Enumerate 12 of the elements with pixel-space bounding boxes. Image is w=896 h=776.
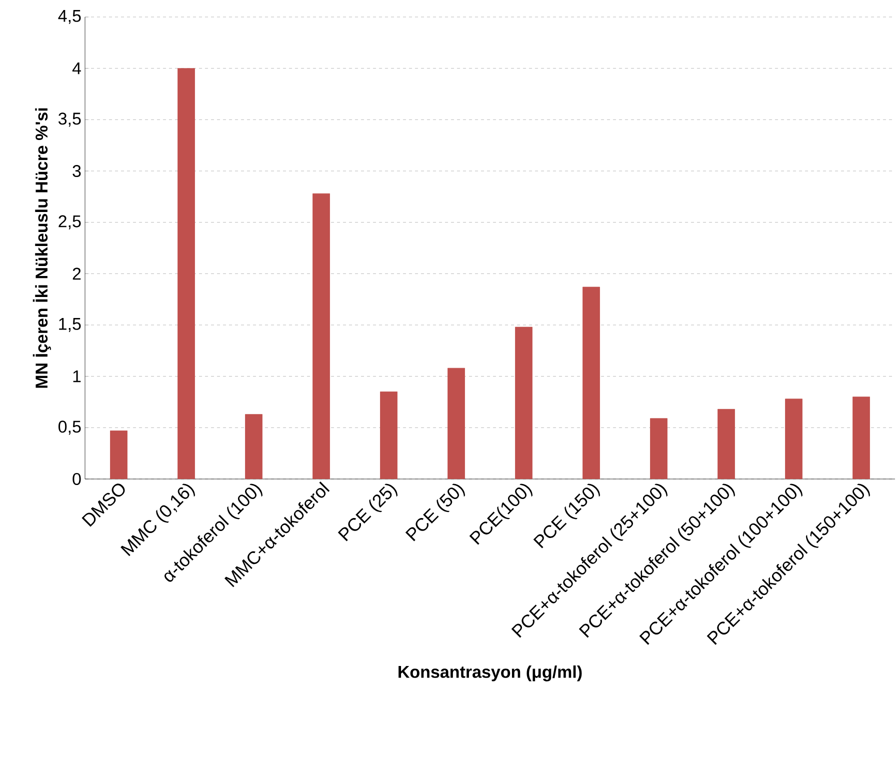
y-tick-label: 4 bbox=[72, 62, 81, 74]
x-axis-title: Konsantrasyon (μg/ml) bbox=[398, 665, 582, 682]
y-tick-label: 0,5 bbox=[58, 420, 81, 435]
y-tick-label: 4,5 bbox=[58, 10, 81, 24]
y-tick-label: 2 bbox=[72, 268, 81, 280]
y-axis-title: MN İçeren İki Nükleuslu Hücre %'si bbox=[32, 108, 51, 388]
y-tick-label: 0 bbox=[72, 472, 81, 486]
y-tick-label: 3 bbox=[72, 164, 81, 178]
y-tick-label: 3,5 bbox=[58, 112, 81, 127]
y-tick-label: 2,5 bbox=[58, 215, 81, 230]
y-tick-label: 1 bbox=[73, 370, 81, 382]
y-tick-label: 1,5 bbox=[59, 318, 81, 332]
